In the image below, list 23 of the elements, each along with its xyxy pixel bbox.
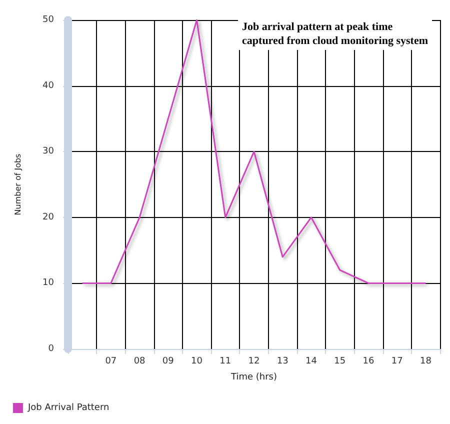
x-tick-label: 11 [220,356,232,366]
x-tick-label: 16 [362,356,374,366]
y-tick-label: 30 [42,146,54,157]
legend-label: Job Arrival Pattern [27,403,110,413]
x-tick-label: 07 [105,356,117,366]
y-tick-label: 20 [42,212,54,222]
y-tick-label: 0 [48,344,54,354]
x-axis-title: Time (hrs) [230,372,278,382]
x-tick-label: 17 [391,356,403,366]
x-tick-label: 18 [420,356,432,366]
y-tick-label: 40 [42,80,54,91]
x-tick-label: 08 [134,356,146,366]
y-tick-label: 10 [42,278,54,288]
x-tick-label: 12 [248,356,260,366]
x-tick-label: 15 [334,356,346,366]
x-tick-label: 10 [191,356,203,366]
x-tick-label: 09 [162,356,174,366]
x-tick-label: 13 [276,356,288,366]
y-axis-title: Number of Jobs [14,154,22,216]
y-tick-label: 50 [42,15,54,25]
line-series [82,19,426,284]
text: Job arrival pattern at peak time captured from cloud monitoring system [242,21,428,47]
x-tick-label: 14 [306,356,318,366]
